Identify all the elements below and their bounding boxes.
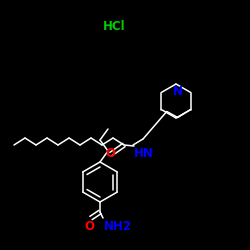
Text: HN: HN [134,147,154,160]
Text: N: N [173,85,183,98]
Text: O: O [84,220,94,233]
Text: O: O [105,147,115,160]
Text: HCl: HCl [103,20,126,33]
Text: NH2: NH2 [104,220,132,233]
